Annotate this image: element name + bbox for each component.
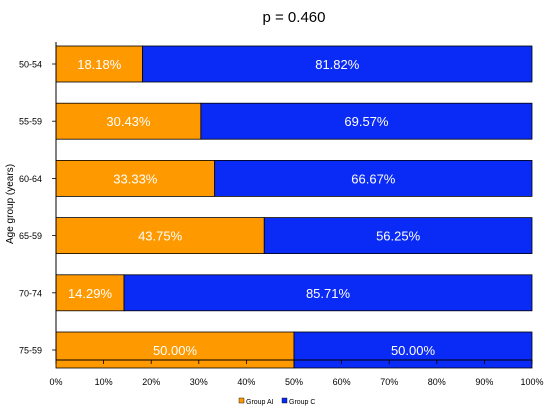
x-tick-label: 80% <box>428 377 446 387</box>
data-label: 56.25% <box>376 229 421 244</box>
bar-segment <box>263 217 533 255</box>
legend-label: Group AI <box>246 399 274 406</box>
y-tick-label: 65-59 <box>19 231 42 241</box>
x-tick-label: 70% <box>380 377 398 387</box>
data-label: 69.57% <box>344 114 389 129</box>
y-axis-label: Age group (years) <box>5 164 16 244</box>
bar-segment <box>55 217 265 255</box>
bar-segment <box>55 45 143 83</box>
data-label: 43.75% <box>138 229 183 244</box>
y-tick-label: 70-74 <box>19 288 42 298</box>
data-label: 30.43% <box>106 114 151 129</box>
x-tick-label: 0% <box>49 377 62 387</box>
x-tick-label: 50% <box>285 377 303 387</box>
bar-segment <box>214 159 533 197</box>
x-tick-label: 60% <box>333 377 351 387</box>
bar-segment <box>123 274 533 312</box>
x-tick-label: 20% <box>142 377 160 387</box>
bar-segment <box>142 45 533 83</box>
data-label: 33.33% <box>113 171 158 186</box>
y-tick-label: 55-59 <box>19 117 42 127</box>
x-axis: 0% 10% 20% 30% 40% 50% 60% 70% 80% 90% 100% <box>49 359 544 387</box>
data-label: 50.00% <box>391 343 436 358</box>
y-tick-labels: 50-54 55-59 60-64 65-59 70-74 75-59 <box>19 42 57 360</box>
bar-segment <box>200 102 533 140</box>
x-tick-label: 90% <box>475 377 493 387</box>
y-tick-label: 50-54 <box>19 60 42 70</box>
y-tick-label: 60-64 <box>19 174 42 184</box>
data-label: 85.71% <box>306 286 351 301</box>
data-label: 14.29% <box>68 286 113 301</box>
bar-segment <box>293 331 533 369</box>
legend-swatch <box>238 397 245 404</box>
x-tick-label: 40% <box>237 377 255 387</box>
y-tick-label: 75-59 <box>19 346 42 356</box>
data-label: 18.18% <box>77 57 122 72</box>
data-label: 66.67% <box>351 171 396 186</box>
legend-swatch <box>281 397 288 404</box>
data-label: 50.00% <box>153 343 198 358</box>
x-tick-label: 30% <box>190 377 208 387</box>
legend: Group AI Group C <box>238 397 315 406</box>
x-tick-label: 100% <box>520 377 543 387</box>
bars-group: 18.18% 81.82% 30.43% 69.57% 33.33% 66.67% 43.7… <box>55 45 533 369</box>
bar-segment <box>55 102 202 140</box>
legend-label: Group C <box>289 399 315 406</box>
chart-title: p = 0.460 <box>263 9 326 26</box>
data-label: 81.82% <box>315 57 360 72</box>
x-tick-label: 10% <box>95 377 113 387</box>
bar-segment <box>55 159 216 197</box>
